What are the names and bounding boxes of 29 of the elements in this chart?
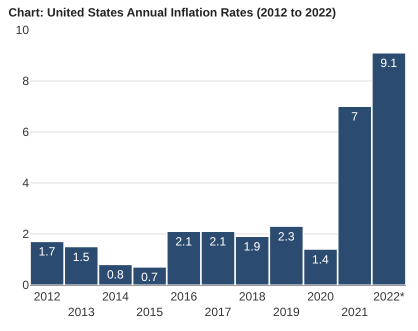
data-label: 1.9	[244, 240, 261, 254]
x-tick-label: 2021	[341, 305, 368, 319]
x-tick-label: 2016	[170, 289, 198, 304]
x-tick-label: 2019	[273, 305, 300, 319]
data-label: 9.1	[380, 56, 398, 70]
data-label: 7	[351, 110, 358, 124]
y-tick-label: 0	[22, 278, 30, 292]
y-tick-label: 2	[22, 227, 30, 242]
x-tick-label: 2017	[204, 305, 232, 319]
data-label: 0.7	[141, 270, 158, 284]
data-label: 1.4	[312, 252, 330, 266]
data-label: 2.1	[209, 234, 227, 248]
data-label: 2.3	[278, 229, 295, 244]
y-tick-label: 6	[22, 125, 30, 140]
y-tick-label: 4	[22, 176, 30, 190]
data-label: 1.7	[38, 244, 56, 259]
x-tick-label: 2020	[307, 289, 334, 304]
data-label: 0.8	[106, 268, 124, 282]
data-label: 1.5	[72, 250, 90, 264]
x-tick-label: 2022*	[373, 289, 405, 304]
y-tick-label: 8	[22, 74, 30, 88]
x-tick-label: 2014	[102, 289, 130, 304]
y-tick-label: 10	[16, 23, 30, 38]
data-label: 2.1	[175, 234, 192, 248]
x-tick-label: 2018	[238, 289, 266, 304]
x-tick-label: 2013	[68, 305, 95, 319]
x-tick-label: 2015	[136, 305, 164, 319]
x-tick-label: 2012	[34, 289, 61, 304]
chart-title: Chart: United States Annual Inflation Rates (2012 to 2022)	[8, 6, 336, 20]
